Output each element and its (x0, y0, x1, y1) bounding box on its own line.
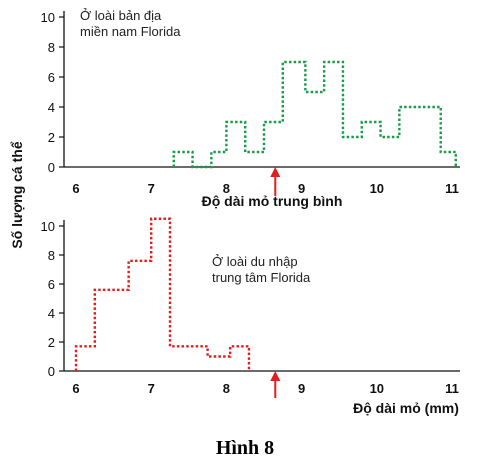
chart-native-species: Ở loài bản địa miền nam Florida Độ dài m… (41, 8, 460, 209)
x-tick-label-bottom: 11 (445, 381, 459, 396)
y-axis-label: Số lượng cá thể (9, 141, 25, 248)
y-tick-label-top: 0 (48, 160, 55, 175)
histogram-bin-top (381, 137, 400, 167)
histogram-outline-bottom (74, 217, 251, 371)
histogram-bin-top (399, 107, 440, 167)
x-tick-label-top: 10 (370, 181, 384, 196)
histogram-bin-top (305, 92, 324, 167)
histogram-bin-top (324, 62, 343, 167)
histogram-bin-bottom (76, 346, 95, 371)
histogram-bin-bottom (151, 219, 170, 371)
y-tick-label-top: 4 (48, 100, 55, 115)
y-tick-label-bottom: 0 (48, 364, 55, 379)
histogram-bin-bottom (170, 346, 208, 371)
x-tick-label-top: 11 (445, 181, 459, 196)
histogram-bin-top (226, 122, 245, 167)
y-tick-label-top: 10 (41, 10, 55, 25)
y-tick-label-bottom: 8 (48, 248, 55, 263)
annotation-introduced-line2: trung tâm Florida (212, 270, 311, 285)
x-tick-label-bottom: 9 (298, 381, 305, 396)
x-tick-label-bottom: 6 (72, 381, 79, 396)
x-tick-label-bottom: 10 (370, 381, 384, 396)
histogram-bin-top (343, 137, 362, 167)
x-tick-label-top: 9 (298, 181, 305, 196)
y-tick-label-top: 2 (48, 130, 55, 145)
histogram-bin-top (264, 122, 283, 167)
histogram-outline-top (172, 60, 457, 169)
x-axis-label-top: Độ dài mỏ trung bình (202, 193, 343, 209)
histogram-bin-top (245, 152, 264, 167)
y-tick-label-bottom: 4 (48, 306, 55, 321)
histogram-bin-bottom (95, 290, 129, 371)
annotation-introduced-line1: Ở loài du nhập (212, 254, 298, 269)
y-tick-label-top: 6 (48, 70, 55, 85)
annotation-native-line1: Ở loài bản địa (80, 8, 162, 23)
histogram-bin-top (174, 152, 193, 167)
histogram-bin-top (211, 152, 226, 167)
histogram-bin-bottom (230, 346, 249, 371)
chart-introduced-species: Ở loài du nhập trung tâm Florida Độ dài … (41, 217, 460, 416)
x-tick-label-bottom: 8 (223, 381, 230, 396)
mean-arrow-head-bottom (270, 371, 281, 381)
x-tick-label-top: 7 (148, 181, 155, 196)
histogram-bin-bottom (129, 261, 152, 371)
annotation-native-line2: miền nam Florida (80, 24, 181, 39)
x-tick-label-top: 6 (72, 181, 79, 196)
y-tick-label-bottom: 10 (41, 219, 55, 234)
mean-arrow-head-top (270, 167, 281, 177)
histogram-bin-top (283, 62, 306, 167)
y-tick-label-top: 8 (48, 40, 55, 55)
x-tick-label-bottom: 7 (148, 381, 155, 396)
y-tick-label-bottom: 2 (48, 335, 55, 350)
y-tick-label-bottom: 6 (48, 277, 55, 292)
histogram-bin-top (362, 122, 381, 167)
x-axis-label-bottom: Độ dài mỏ (mm) (353, 400, 459, 416)
histogram-bin-bottom (208, 357, 231, 372)
figure-caption: Hình 8 (216, 437, 274, 459)
x-tick-label-top: 8 (223, 181, 230, 196)
histogram-bin-top (441, 152, 456, 167)
